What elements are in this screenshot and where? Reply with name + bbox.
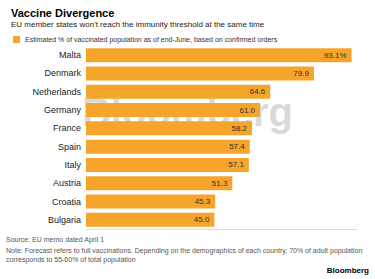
svg-text:Croatia: Croatia (52, 197, 81, 207)
svg-text:57.1: 57.1 (228, 160, 244, 169)
svg-text:corresponds to 55-60% of total: corresponds to 55-60% of total populatio… (6, 256, 136, 264)
svg-text:57.4: 57.4 (229, 142, 245, 151)
svg-text:93.1%: 93.1% (324, 51, 347, 60)
svg-text:Bloomberg: Bloomberg (327, 266, 369, 275)
svg-text:Source: EU memo dated April 1: Source: EU memo dated April 1 (6, 236, 104, 244)
svg-text:Estimated % of vaccinated popu: Estimated % of vaccinated population as … (25, 36, 278, 44)
svg-text:EU member states won't reach t: EU member states won't reach the immunit… (11, 20, 265, 29)
svg-text:Spain: Spain (58, 142, 81, 152)
svg-text:Italy: Italy (64, 160, 81, 170)
svg-text:45.3: 45.3 (195, 197, 211, 206)
svg-text:64.6: 64.6 (250, 87, 266, 96)
svg-text:Germany: Germany (44, 105, 82, 115)
svg-text:Austria: Austria (53, 178, 81, 188)
svg-text:58.2: 58.2 (231, 124, 247, 133)
svg-text:France: France (53, 123, 81, 133)
svg-text:45.0: 45.0 (194, 215, 210, 224)
svg-text:Bulgaria: Bulgaria (48, 215, 81, 225)
svg-text:61.0: 61.0 (239, 106, 255, 115)
svg-text:51.3: 51.3 (212, 179, 228, 188)
svg-text:Vaccine Divergence: Vaccine Divergence (11, 7, 114, 19)
svg-text:Note: Forecast refers to full: Note: Forecast refers to full vaccinatio… (6, 247, 364, 255)
svg-text:79.9: 79.9 (293, 69, 309, 78)
svg-text:Netherlands: Netherlands (32, 87, 81, 97)
svg-text:Denmark: Denmark (44, 68, 81, 78)
svg-text:Malta: Malta (59, 50, 81, 60)
